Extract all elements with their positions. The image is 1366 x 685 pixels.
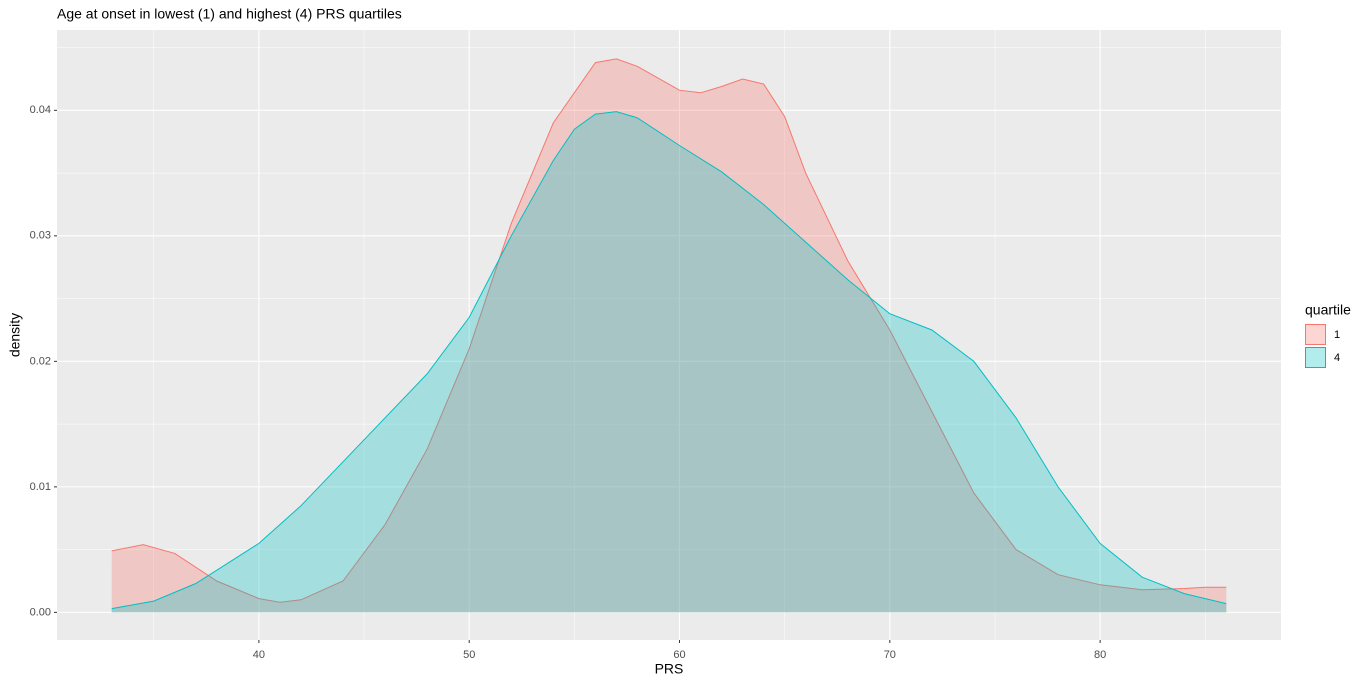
- x-tick-label: 80: [1094, 649, 1106, 661]
- legend-swatch: [1305, 324, 1326, 345]
- legend-swatch: [1305, 347, 1326, 368]
- legend-label: 4: [1334, 352, 1340, 364]
- density-area: [111, 111, 1227, 613]
- density-area: [111, 58, 1227, 613]
- density-line: [111, 58, 1227, 603]
- x-tick-label: 40: [253, 649, 265, 661]
- x-tick-label: 70: [884, 649, 896, 661]
- y-tick-label: 0.03: [30, 230, 51, 242]
- y-tick-label: 0.02: [30, 355, 51, 367]
- legend-label: 1: [1334, 329, 1340, 341]
- legend-title: quartile: [1305, 302, 1351, 318]
- y-tick-label: 0.00: [30, 606, 51, 618]
- density-line: [111, 111, 1227, 610]
- y-axis-title: density: [7, 313, 23, 357]
- x-axis-title: PRS: [655, 661, 684, 677]
- panel: [57, 30, 1281, 640]
- legend-key: [1305, 324, 1326, 345]
- y-tick-label: 0.04: [30, 104, 51, 116]
- x-tick-label: 60: [673, 649, 685, 661]
- chart-title: Age at onset in lowest (1) and highest (…: [57, 6, 402, 22]
- y-tick-label: 0.01: [30, 481, 51, 493]
- legend-key: [1305, 347, 1326, 368]
- x-tick-label: 50: [463, 649, 475, 661]
